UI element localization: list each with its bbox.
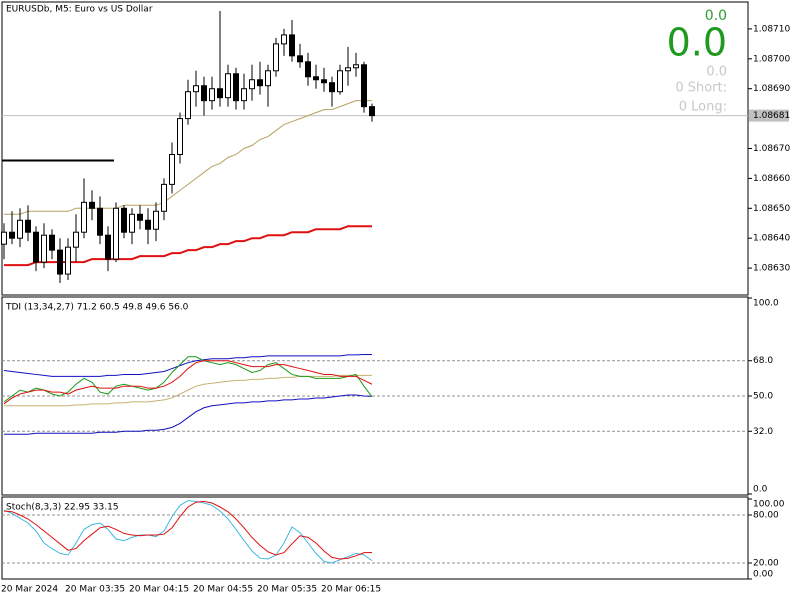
candle-body bbox=[265, 70, 271, 87]
y-tick-label: 1.08700 bbox=[753, 54, 790, 64]
y-tick-label: 100.0 bbox=[753, 299, 779, 309]
series-line bbox=[3, 360, 373, 405]
annotation: 0 Long: bbox=[679, 100, 727, 115]
candle-body bbox=[225, 73, 231, 99]
series-line bbox=[3, 353, 372, 377]
candle-body bbox=[209, 88, 215, 102]
candle-body bbox=[297, 55, 303, 63]
y-tick-label: 1.08660 bbox=[753, 174, 790, 184]
candle-body bbox=[337, 70, 343, 93]
candle-body bbox=[17, 219, 23, 239]
y-tick-label: 1.08690 bbox=[753, 84, 790, 94]
stoch-title: Stoch(8,3,3) 22.95 33.15 bbox=[6, 503, 119, 513]
candle-body bbox=[361, 64, 367, 108]
candle-body bbox=[329, 82, 335, 93]
y-tick-label: 1.08640 bbox=[753, 234, 790, 244]
candle-body bbox=[169, 153, 175, 185]
candle-body bbox=[137, 213, 143, 221]
candle-body bbox=[353, 64, 359, 69]
candle-body bbox=[41, 234, 47, 263]
series-line bbox=[3, 500, 373, 560]
annotation: 0.0 bbox=[706, 65, 727, 80]
candle-body bbox=[305, 61, 311, 78]
candle-body bbox=[233, 73, 239, 102]
candle-body bbox=[313, 76, 319, 81]
series-line bbox=[3, 356, 373, 403]
candle-body bbox=[1, 231, 7, 245]
y-tick-label: 50.0 bbox=[753, 392, 773, 402]
candle-body bbox=[369, 106, 375, 117]
candle-body bbox=[241, 88, 247, 102]
y-tick-label: 80.00 bbox=[753, 511, 779, 521]
tdi-title: TDI (13,34,2,7) 71.2 60.5 49.8 49.6 56.0 bbox=[5, 303, 189, 313]
candle-body bbox=[105, 234, 111, 260]
candle-body bbox=[129, 213, 135, 233]
candle-body bbox=[289, 34, 295, 57]
candle-body bbox=[153, 210, 159, 230]
x-tick-label: 20 Mar 05:35 bbox=[257, 585, 317, 595]
annotation: 0.0 bbox=[705, 8, 727, 24]
candle-body bbox=[73, 231, 79, 248]
candle-body bbox=[89, 201, 95, 209]
y-tick-label: 1.08710 bbox=[753, 24, 790, 34]
candle-body bbox=[193, 85, 199, 93]
annotation: 0 Short: bbox=[675, 81, 727, 96]
series-line bbox=[4, 100, 372, 215]
y-tick-label: 100.00 bbox=[753, 500, 785, 510]
series-line bbox=[4, 394, 373, 435]
y-tick-label: 32.0 bbox=[753, 427, 773, 437]
y-tick-label: 0.00 bbox=[753, 570, 773, 580]
x-tick-label: 20 Mar 03:35 bbox=[65, 585, 125, 595]
stoch-panel bbox=[1, 496, 749, 580]
candle-body bbox=[57, 249, 63, 275]
x-tick-label: 20 Mar 06:15 bbox=[321, 585, 381, 595]
annotation: 0.0 bbox=[667, 21, 727, 65]
candle-body bbox=[113, 207, 119, 260]
candle-body bbox=[217, 88, 223, 99]
candle-body bbox=[81, 201, 87, 233]
candle-body bbox=[161, 183, 167, 212]
y-tick-label: 20.00 bbox=[753, 559, 779, 569]
x-tick-label: 20 Mar 04:55 bbox=[193, 585, 253, 595]
candle-body bbox=[321, 79, 327, 84]
candle-body bbox=[49, 234, 55, 251]
y-tick-label: 1.08630 bbox=[753, 264, 790, 274]
candle-body bbox=[65, 246, 71, 275]
x-tick-label: 20 Mar 04:15 bbox=[129, 585, 189, 595]
candle-body bbox=[9, 231, 15, 239]
current-price-label: 1.08681 bbox=[753, 111, 790, 121]
candle-body bbox=[257, 79, 263, 87]
y-tick-label: 1.08670 bbox=[753, 144, 790, 154]
candle-body bbox=[201, 85, 207, 102]
candle-body bbox=[25, 219, 31, 233]
candle-body bbox=[97, 207, 103, 236]
candle-body bbox=[345, 67, 351, 72]
candle-body bbox=[273, 43, 279, 72]
candle-body bbox=[145, 219, 151, 230]
chart-title: EURUSDb, M5: Euro vs US Dollar bbox=[6, 5, 153, 15]
y-tick-label: 0.0 bbox=[753, 485, 768, 495]
candle-body bbox=[33, 231, 39, 263]
x-tick-label: 20 Mar 2024 bbox=[1, 585, 58, 595]
series-line bbox=[4, 374, 372, 407]
y-tick-label: 1.08650 bbox=[753, 204, 790, 214]
candle-body bbox=[249, 79, 255, 90]
candle-body bbox=[177, 118, 183, 155]
current-price-box bbox=[749, 109, 789, 122]
candle-body bbox=[121, 207, 127, 233]
y-tick-label: 68.0 bbox=[753, 356, 773, 366]
candle-body bbox=[281, 34, 287, 45]
candle-body bbox=[185, 91, 191, 120]
series-line bbox=[3, 500, 373, 564]
